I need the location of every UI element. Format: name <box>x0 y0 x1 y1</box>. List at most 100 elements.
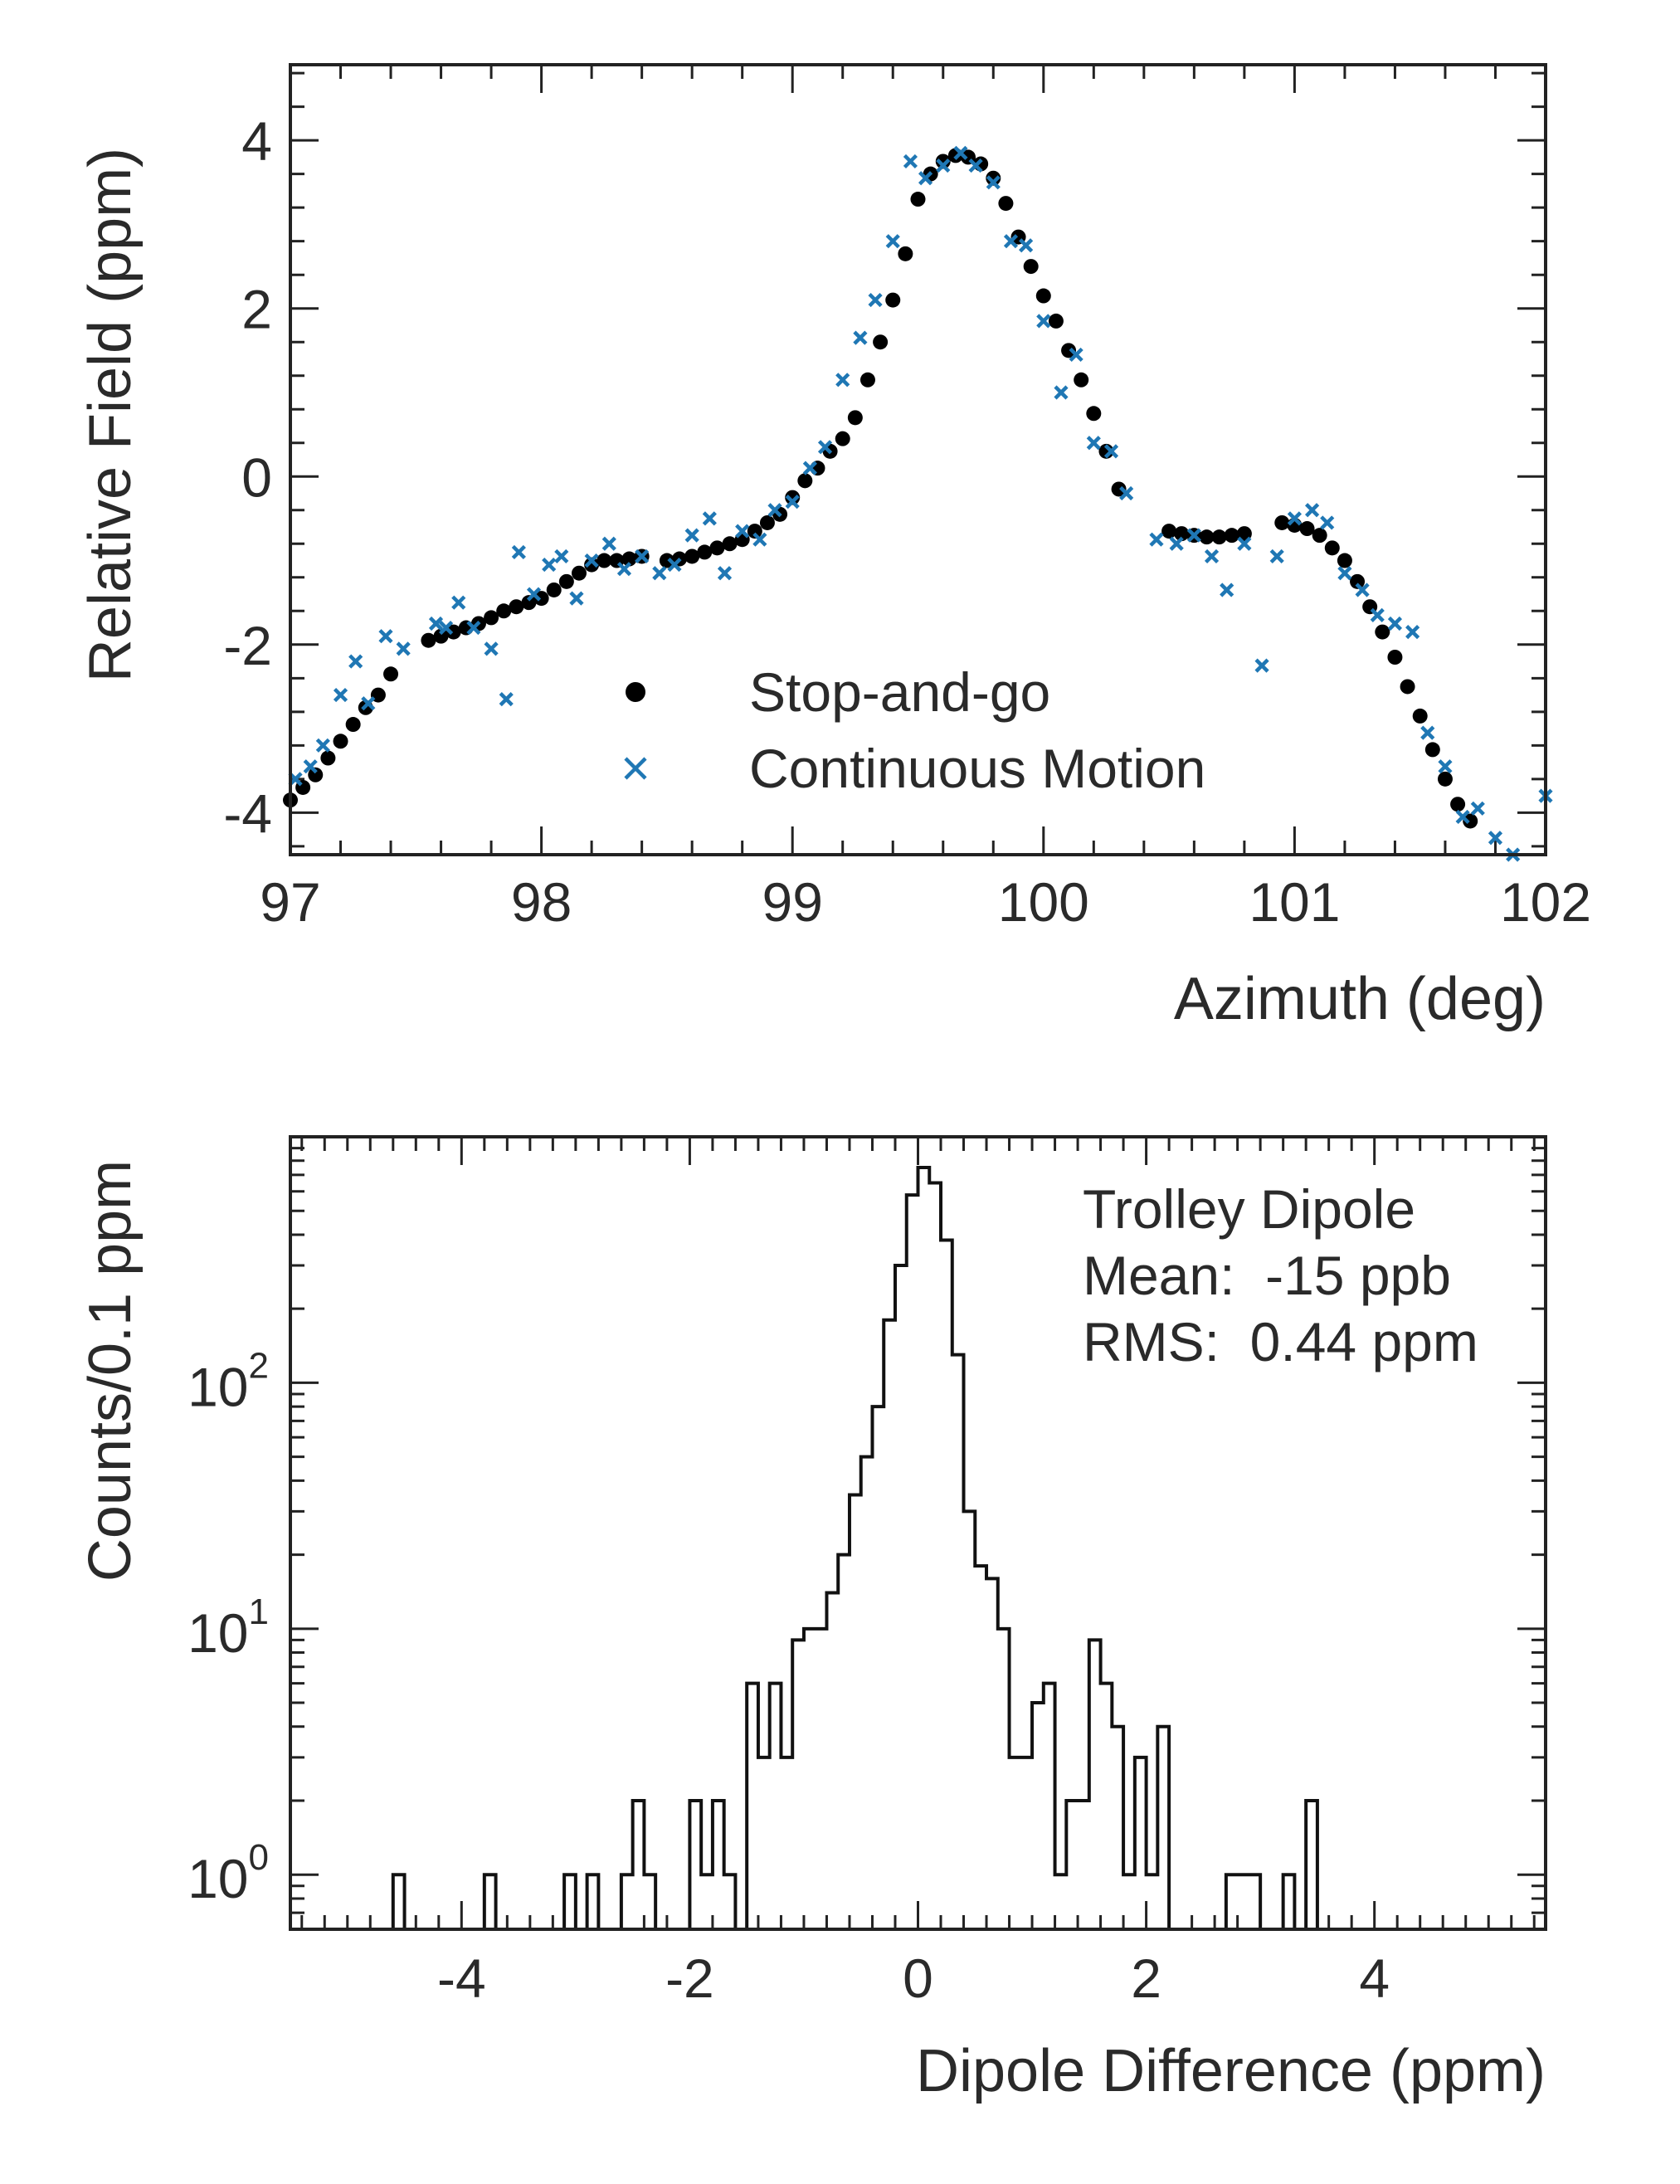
continuous-motion-point <box>378 629 393 644</box>
continuous-motion-point <box>1438 759 1453 774</box>
continuous-motion-point <box>1069 347 1083 362</box>
continuous-motion-point <box>835 373 850 388</box>
cm-stroke <box>554 548 569 564</box>
cm-stroke <box>1086 436 1101 451</box>
top-x-tick-label: 98 <box>511 871 572 933</box>
stop-and-go-point <box>910 192 926 207</box>
continuous-motion-point <box>1370 607 1385 622</box>
cm-stroke <box>1254 658 1269 673</box>
continuous-motion-point <box>1337 566 1352 581</box>
continuous-motion-point <box>439 620 454 636</box>
bottom-axis-ticks <box>290 1137 1546 1931</box>
stop-and-go-point <box>998 196 1014 212</box>
stop-and-go-point <box>496 603 512 619</box>
stop-and-go-point <box>383 666 399 682</box>
continuous-motion-point <box>735 524 750 539</box>
cm-stroke <box>303 759 318 774</box>
cm-stroke <box>396 641 411 656</box>
continuous-motion-point <box>1054 385 1069 400</box>
stop-and-go-point <box>873 334 889 350</box>
continuous-motion-point <box>1320 515 1335 530</box>
cm-stroke <box>953 145 968 160</box>
cm-stroke <box>986 175 1001 190</box>
cm-stroke <box>1069 347 1083 362</box>
stop-and-go-point <box>1199 529 1215 545</box>
continuous-motion-series <box>288 145 1553 862</box>
stop-and-go-point <box>885 292 901 308</box>
stop-and-go-point <box>1174 526 1190 542</box>
continuous-motion-point <box>1019 238 1034 253</box>
stop-and-go-point <box>1023 259 1039 275</box>
continuous-motion-point <box>1387 616 1403 631</box>
stop-and-go-point <box>1211 529 1227 545</box>
continuous-motion-point <box>1405 625 1420 640</box>
stop-and-go-point <box>521 595 537 611</box>
cm-stroke <box>1438 759 1453 774</box>
top-panel-scatter: 97 98 99 100 101 102 -4 -2 0 2 4 Azimuth (deg) Rel… <box>77 63 1591 1032</box>
continuous-motion-point <box>1220 583 1234 597</box>
cm-stroke <box>1103 444 1119 459</box>
stop-and-go-point <box>558 573 574 589</box>
continuous-motion-point <box>868 292 883 308</box>
stop-and-go-point <box>1375 624 1390 640</box>
stop-and-go-point <box>709 540 725 556</box>
continuous-motion-point <box>785 495 800 509</box>
continuous-motion-point <box>466 620 481 636</box>
cm-stroke <box>1003 234 1019 249</box>
continuous-motion-point <box>968 158 983 173</box>
continuous-motion-point <box>1470 801 1485 816</box>
cm-stroke <box>569 591 584 606</box>
stop-and-go-point <box>697 544 713 560</box>
continuous-motion-point <box>601 536 616 551</box>
continuous-motion-point <box>584 553 599 568</box>
cm-stroke <box>752 532 767 547</box>
cm-stroke <box>1337 566 1352 581</box>
stop-and-go-point <box>1048 313 1064 329</box>
cm-stroke <box>1237 536 1252 551</box>
cm-stroke <box>1355 583 1370 597</box>
continuous-motion-point <box>752 532 767 547</box>
bottom-tick-labels: -4 -2 0 2 4 100 101 102 <box>187 1345 1390 2009</box>
cm-stroke <box>451 595 466 610</box>
cm-stroke <box>1220 583 1234 597</box>
legend-stop-and-go-label: Stop-and-go <box>749 661 1050 723</box>
top-x-tick-label: 101 <box>1249 871 1340 933</box>
stats-rms: RMS: 0.44 ppm <box>1083 1311 1478 1372</box>
cm-stroke <box>499 692 514 707</box>
stop-and-go-point <box>659 553 674 568</box>
cm-stroke <box>702 511 717 526</box>
continuous-motion-point <box>428 616 444 631</box>
stop-and-go-point <box>509 599 524 615</box>
cm-stroke <box>1186 528 1201 543</box>
continuous-motion-point <box>903 154 918 169</box>
cm-stroke <box>767 503 782 518</box>
top-y-tick-label: -4 <box>223 782 272 844</box>
bottom-x-tick-label: -2 <box>665 1948 714 2009</box>
stop-and-go-point <box>1312 528 1327 544</box>
continuous-motion-point <box>1169 536 1184 551</box>
continuous-motion-point <box>303 759 318 774</box>
continuous-motion-point <box>986 175 1001 190</box>
stop-and-go-point <box>308 767 324 782</box>
continuous-motion-point <box>315 738 330 753</box>
continuous-motion-point <box>702 511 717 526</box>
continuous-motion-point <box>1086 436 1101 451</box>
cm-stroke <box>1455 809 1470 825</box>
cm-stroke <box>717 566 733 581</box>
continuous-motion-point <box>1420 725 1435 740</box>
continuous-motion-point <box>817 440 833 455</box>
continuous-motion-point <box>1119 485 1134 501</box>
stop-and-go-point <box>1324 540 1340 556</box>
continuous-motion-point <box>451 595 466 610</box>
stop-and-go-point <box>1299 521 1315 537</box>
continuous-motion-point <box>717 566 733 581</box>
stop-and-go-point <box>1337 553 1352 568</box>
cm-stroke <box>348 654 363 669</box>
continuous-motion-point <box>1036 314 1051 329</box>
stop-and-go-point <box>1463 813 1478 829</box>
cm-stroke <box>635 548 650 564</box>
cm-stroke <box>333 687 348 703</box>
stop-and-go-point <box>785 490 801 505</box>
cm-stroke <box>1387 616 1403 631</box>
